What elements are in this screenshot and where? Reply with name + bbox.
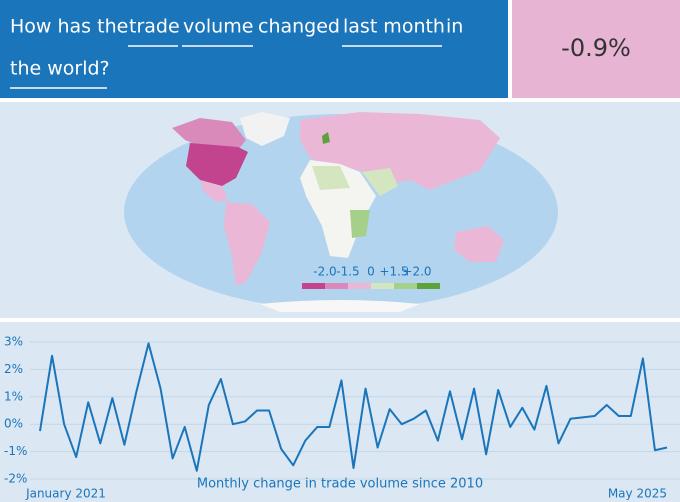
legend-swatch xyxy=(394,283,417,289)
question-panel xyxy=(0,0,508,98)
map-legend: -2.0 -1.5 0 +1.5+2.0 xyxy=(302,265,440,289)
line-chart: -2% -1% 0% 1% 2% 3% January 2021 May 2025 xyxy=(4,335,680,501)
country xyxy=(172,118,246,150)
legend-swatch xyxy=(325,283,348,289)
country xyxy=(224,202,270,286)
question-choice[interactable]: the world? xyxy=(10,58,110,80)
y-tick-label: 2% xyxy=(4,362,23,376)
x-tick-label: January 2021 xyxy=(25,487,106,501)
chart-panel xyxy=(0,322,680,502)
answer-value: -0.9% xyxy=(561,34,631,62)
legend-swatch xyxy=(348,283,371,289)
question-text: How has the xyxy=(10,16,128,38)
question-text: in xyxy=(446,16,463,38)
chart-title: Monthly change in trade volume since 201… xyxy=(197,477,483,492)
legend-label: +1.5 xyxy=(379,265,408,279)
data-line xyxy=(39,342,668,472)
legend-swatch xyxy=(417,283,440,289)
x-tick-label: May 2025 xyxy=(608,487,667,501)
legend-swatch xyxy=(371,283,394,289)
country xyxy=(200,180,228,202)
country xyxy=(362,168,398,196)
legend-label: 0 xyxy=(367,265,375,279)
y-tick-label: -2% xyxy=(4,472,27,486)
legend-label: +2.0 xyxy=(402,265,431,279)
y-tick-label: 0% xyxy=(4,417,23,431)
question-choice[interactable]: volume xyxy=(183,16,253,38)
country xyxy=(300,112,500,190)
question-text: changed xyxy=(258,16,340,38)
country xyxy=(350,210,370,238)
country xyxy=(322,132,330,144)
country xyxy=(186,143,248,186)
question-choice[interactable]: last month xyxy=(343,16,445,38)
legend-label: -1.5 xyxy=(336,265,359,279)
world-map xyxy=(124,112,558,312)
y-tick-label: 1% xyxy=(4,389,23,403)
y-tick-label: -1% xyxy=(4,444,27,458)
question-choice[interactable]: trade xyxy=(129,16,180,38)
country xyxy=(240,112,290,146)
antarctica xyxy=(260,300,420,312)
country xyxy=(454,226,504,262)
answer-panel xyxy=(512,0,680,98)
country xyxy=(312,166,350,190)
legend-label: -2.0 xyxy=(313,265,336,279)
legend-swatch xyxy=(302,283,325,289)
y-tick-label: 3% xyxy=(4,335,23,349)
